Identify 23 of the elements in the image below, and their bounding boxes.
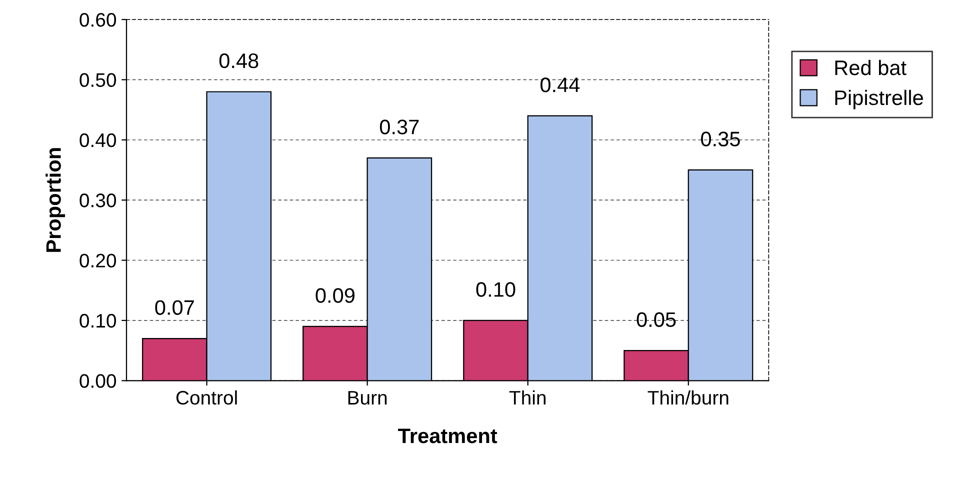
data-label: 0.09: [316, 288, 354, 303]
y-tick-label: 0.60: [80, 12, 116, 27]
data-label: 0.35: [701, 132, 740, 146]
data-label: 0.37: [380, 120, 419, 134]
legend-label: Pipistrelle: [835, 90, 923, 110]
data-label: 0.44: [540, 78, 580, 92]
data-label: 0.05: [636, 312, 676, 327]
data-label: 0.07: [155, 300, 194, 315]
y-axis-title: Proportion: [46, 148, 66, 252]
y-tick-label: 0.10: [80, 314, 116, 328]
x-tick-label: Burn: [348, 391, 387, 405]
y-tick-label: 0.40: [80, 133, 116, 148]
y-tick-label: 0.20: [80, 254, 116, 268]
y-tick-label: 0.50: [80, 73, 116, 87]
y-tick-label: 0.30: [80, 194, 116, 208]
x-tick-label: Thin/burn: [648, 390, 728, 405]
x-tick-label: Thin: [509, 390, 546, 404]
data-label: 0.10: [476, 282, 516, 297]
x-axis-title: Treatment: [398, 428, 498, 444]
legend-label: Red bat: [835, 60, 906, 76]
x-tick-label: Control: [176, 390, 237, 405]
data-label: 0.48: [219, 53, 258, 68]
y-tick-label: 0.00: [80, 374, 116, 388]
